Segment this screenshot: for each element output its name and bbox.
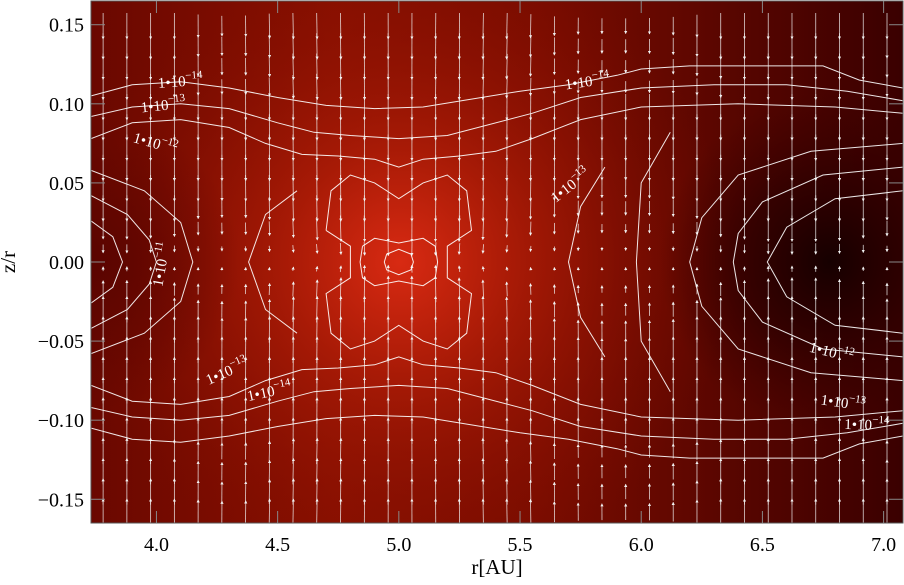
heatmap-right-shade bbox=[91, 1, 903, 523]
x-axis-label: r[AU] bbox=[471, 555, 522, 579]
y-tick-label: −0.05 bbox=[38, 331, 84, 353]
y-axis-label: z/r bbox=[0, 251, 20, 273]
x-tick-labels: 4.0 4.5 5.0 5.5 6.0 6.5 7.0 bbox=[144, 534, 896, 556]
velocity-arrow bbox=[364, 265, 365, 272]
x-tick-label: 5.5 bbox=[508, 534, 533, 556]
x-tick-label: 7.0 bbox=[871, 534, 896, 556]
x-tick-label: 5.0 bbox=[386, 534, 411, 556]
velocity-arrow bbox=[317, 296, 318, 322]
y-tick-labels: 0.15 0.10 0.05 0.00 −0.05 −0.10 −0.15 bbox=[38, 15, 84, 512]
y-tick-label: −0.15 bbox=[38, 489, 84, 511]
x-tick-label: 6.0 bbox=[629, 534, 654, 556]
plot-area: 1•10−141•10−131•10−121•10−111•10−131•10−… bbox=[91, 1, 903, 525]
y-tick-label: 0.15 bbox=[49, 15, 84, 37]
x-tick-label: 4.0 bbox=[144, 534, 169, 556]
velocity-arrow bbox=[435, 276, 436, 302]
y-tick-label: 0.10 bbox=[49, 94, 84, 116]
x-tick-label: 6.5 bbox=[750, 534, 775, 556]
y-tick-label: 0.00 bbox=[49, 252, 84, 274]
y-tick-label: 0.05 bbox=[49, 173, 84, 195]
x-tick-label: 4.5 bbox=[265, 534, 290, 556]
y-tick-label: −0.10 bbox=[38, 410, 84, 432]
velocity-arrow bbox=[483, 296, 484, 322]
